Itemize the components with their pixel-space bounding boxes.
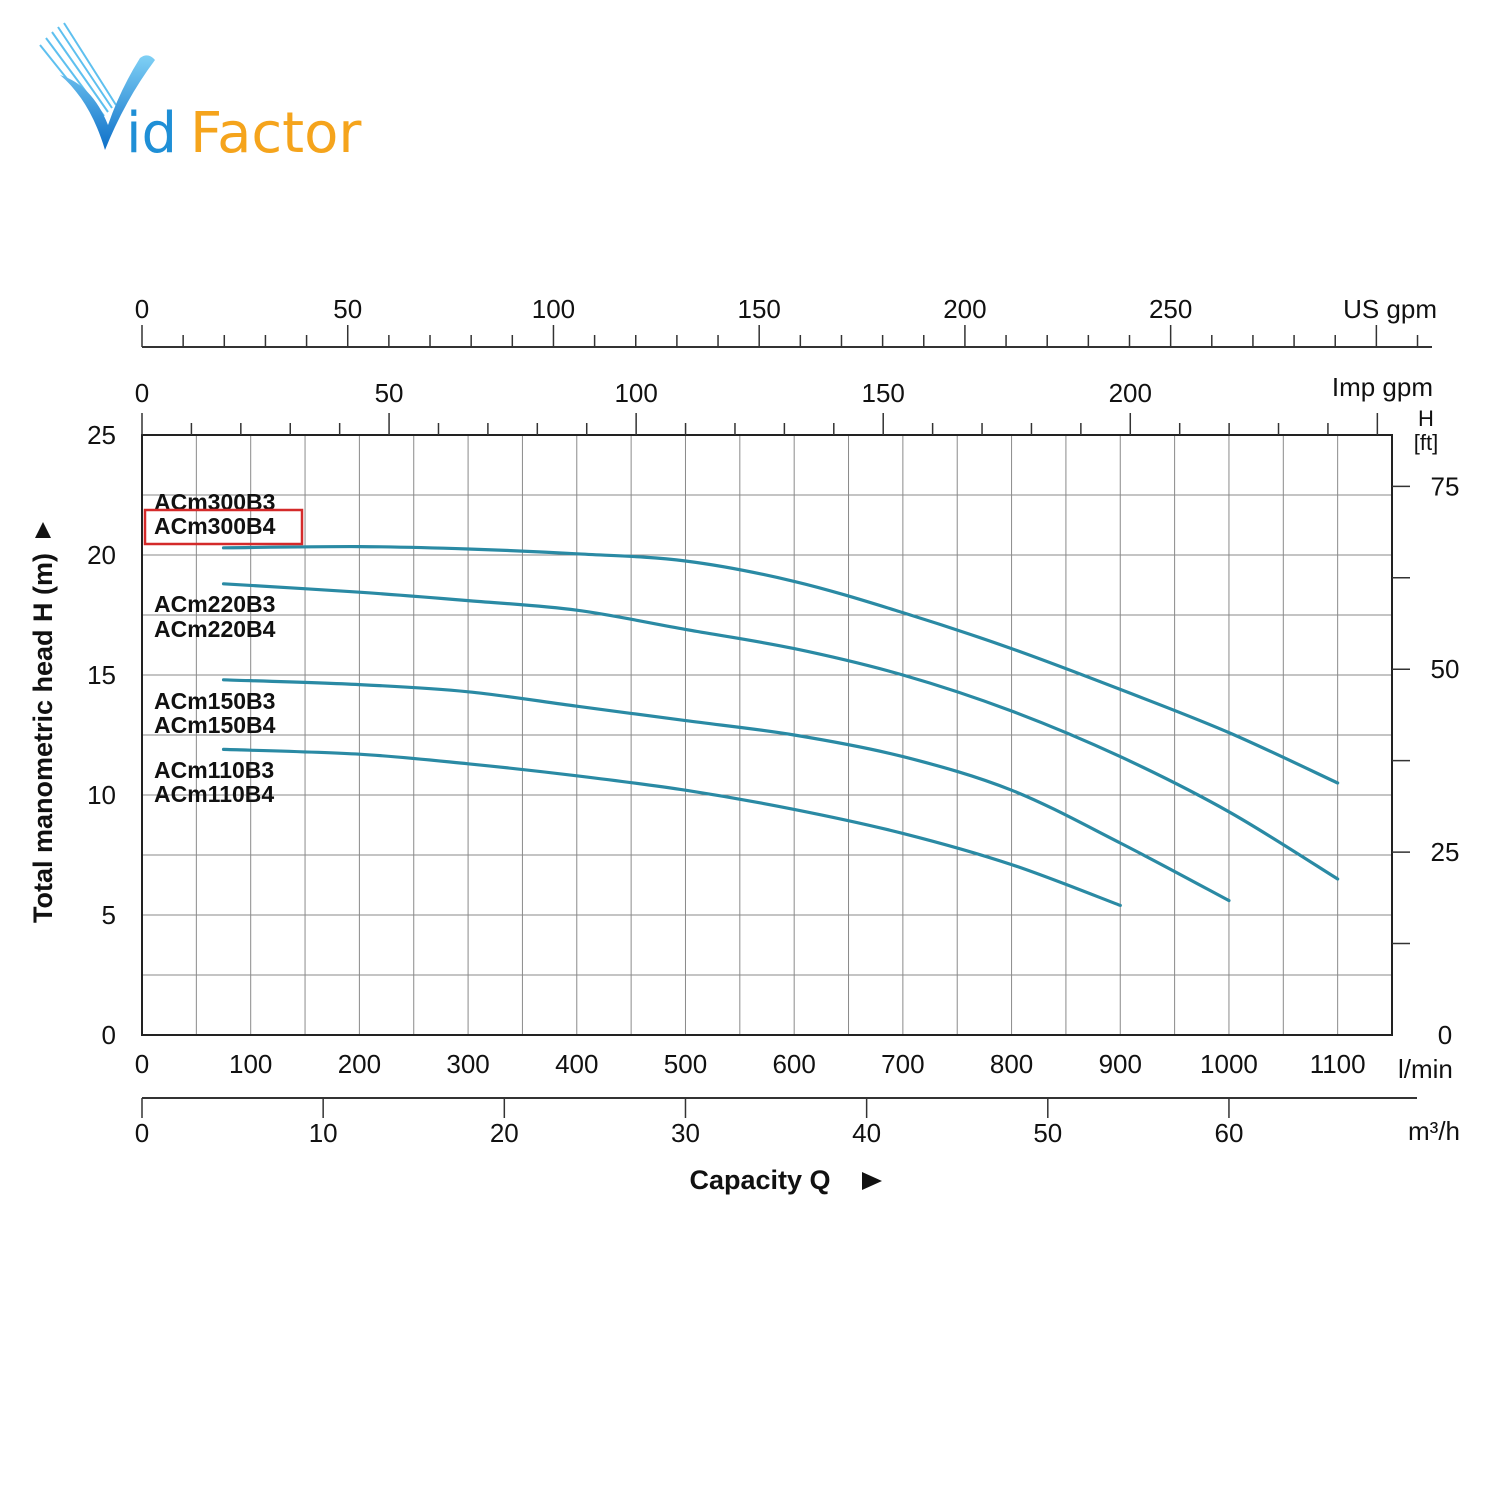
x-tick-label: 500: [664, 1049, 707, 1079]
curve-acm150b3: [221, 678, 1231, 903]
x-axis-title: Capacity Q: [689, 1165, 830, 1195]
ft-tick-label: 0: [1438, 1020, 1452, 1050]
logo-text-factor: Factor: [190, 101, 362, 166]
curve-acm110b3: [221, 747, 1122, 907]
grid: [142, 435, 1392, 1035]
us-tick-label: 150: [737, 294, 780, 324]
x-tick-label: 0: [135, 1049, 149, 1079]
ft-tick-label: 25: [1431, 837, 1460, 867]
y-tick-label: 10: [87, 780, 116, 810]
performance-curves: [221, 544, 1340, 907]
imp-tick-label: 150: [862, 378, 905, 408]
x-tick-label: 400: [555, 1049, 598, 1079]
m3h-tick-label: 20: [490, 1118, 519, 1148]
x-tick-label: 600: [772, 1049, 815, 1079]
ft-tick-label: 50: [1431, 654, 1460, 684]
x-tick-label: 200: [338, 1049, 381, 1079]
us-tick-label: 100: [532, 294, 575, 324]
x-unit-label: l/min: [1398, 1054, 1453, 1084]
series-label-acm110b4: ACm110B4: [154, 781, 274, 807]
us-gpm-unit-label: US gpm: [1343, 294, 1437, 324]
m3h-tick-label: 30: [671, 1118, 700, 1148]
m3h-tick-label: 10: [309, 1118, 338, 1148]
logo-text-id: id: [126, 101, 177, 166]
us-tick-label: 50: [333, 294, 362, 324]
us-tick-label: 250: [1149, 294, 1192, 324]
us-tick-label: 200: [943, 294, 986, 324]
x-axis-lmin: 0 100 200 300 400 500 600 700 800 900 1000 1100: [135, 1049, 1366, 1079]
plot-frame: [141, 434, 1393, 1036]
m3h-tick-label: 40: [852, 1118, 881, 1148]
imp-tick-label: 100: [614, 378, 657, 408]
x-tick-label: 100: [229, 1049, 272, 1079]
highlight-box: [143, 508, 304, 546]
m3h-tick-label: 50: [1033, 1118, 1062, 1148]
m3h-unit-label: m³/h: [1408, 1116, 1460, 1146]
y-axis-arrow-icon: [35, 522, 51, 538]
us-tick-label: 0: [135, 294, 149, 324]
imp-gpm-unit-label: Imp gpm: [1332, 372, 1433, 402]
series-label-acm110b3: ACm110B3: [154, 757, 274, 783]
m3h-tick-label: 60: [1214, 1118, 1243, 1148]
y-tick-label: 25: [87, 420, 116, 450]
x-tick-label: 1100: [1310, 1049, 1366, 1079]
y-axis-title: Total manometric head H (m): [28, 553, 58, 923]
y-tick-label: 20: [87, 540, 116, 570]
series-label-acm150b3: ACm150B3: [154, 688, 275, 714]
x-tick-label: 300: [446, 1049, 489, 1079]
curve-acm300b3: [221, 544, 1340, 785]
x-tick-label: 900: [1099, 1049, 1142, 1079]
series-label-acm220b4: ACm220B4: [154, 616, 276, 642]
us-gpm-axis: 0 50 100 150 200 250: [135, 294, 1432, 348]
y-tick-label: 0: [102, 1020, 116, 1050]
y-tick-label: 15: [87, 660, 116, 690]
imp-tick-label: 0: [135, 378, 149, 408]
logo-v-shape: [60, 55, 155, 150]
curve-acm220b3: [221, 582, 1340, 881]
series-labels: ACm300B3ACm300B4ACm220B3ACm220B4ACm150B3…: [143, 489, 304, 807]
x-tick-label: 1000: [1200, 1049, 1258, 1079]
series-label-acm220b3: ACm220B3: [154, 591, 275, 617]
m3h-axis: 0 10 20 30 40 50 60: [135, 1097, 1417, 1148]
x-tick-label: 800: [990, 1049, 1033, 1079]
series-label-acm150b4: ACm150B4: [154, 712, 276, 738]
y-tick-label: 5: [102, 900, 116, 930]
ft-tick-label: 75: [1431, 471, 1460, 501]
imp-tick-label: 200: [1109, 378, 1152, 408]
m3h-tick-label: 0: [135, 1118, 149, 1148]
h-ft-unit-label-line2: [ft]: [1414, 430, 1438, 455]
series-label-acm300b4: ACm300B4: [154, 513, 276, 539]
imp-gpm-axis: 0 50 100 150 200: [135, 378, 1379, 435]
y-axis-meters: 0 5 10 15 20 25: [87, 420, 116, 1050]
vidfactor-logo: id Factor: [39, 22, 362, 166]
x-axis-arrow-icon: [862, 1172, 882, 1190]
h-ft-unit-label-line1: H: [1418, 406, 1434, 431]
h-ft-axis: 0 25 50 75: [1392, 471, 1459, 1050]
x-tick-label: 700: [881, 1049, 924, 1079]
imp-tick-label: 50: [375, 378, 404, 408]
